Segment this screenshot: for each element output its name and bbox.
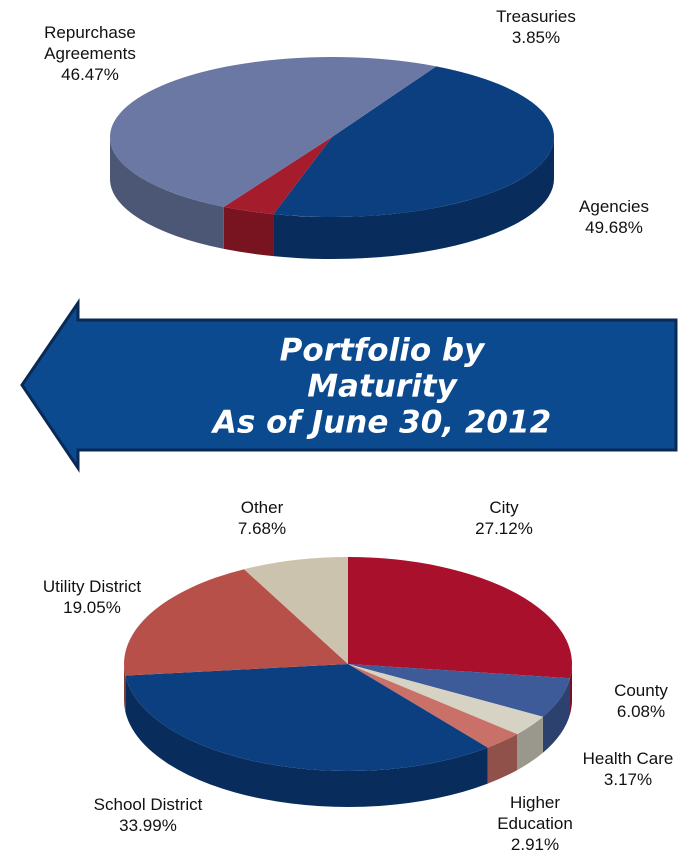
pie-tops: [110, 57, 554, 217]
slice-label: Treasuries 3.85%: [476, 6, 596, 48]
slice-name: Utility District: [42, 577, 142, 596]
slice-label: Agencies 49.68%: [554, 196, 674, 238]
slice-side: [125, 675, 488, 808]
slice-label: Other 7.68%: [212, 497, 312, 539]
slice-value: 3.85%: [511, 28, 561, 47]
slice-name: Treasuries: [496, 7, 576, 26]
slice-value: 6.08%: [616, 702, 666, 721]
banner-line: Portfolio by: [280, 333, 486, 369]
slice-label: Repurchase Agreements 46.47%: [15, 22, 165, 85]
slice-label: Higher Education 2.91%: [480, 792, 590, 855]
banner-line: As of June 30, 2012: [210, 405, 551, 441]
slice-side: [124, 664, 126, 712]
slice: [273, 66, 554, 217]
slice: [348, 664, 518, 748]
slice-side: [542, 678, 571, 753]
slice-value: 27.12%: [475, 519, 533, 538]
slice-name: Higher Education: [497, 793, 573, 833]
slice-side: [110, 137, 224, 249]
slice-name: City: [489, 498, 519, 517]
slice-side: [223, 206, 274, 257]
slice-name: Other: [240, 498, 284, 517]
slice-value: 33.99%: [119, 816, 177, 835]
slice-name: County: [614, 681, 668, 700]
slice: [110, 57, 437, 207]
slice-name: School District: [93, 795, 203, 814]
pie-sides: [124, 664, 572, 808]
pie-sides: [110, 137, 554, 260]
slice-label: City 27.12%: [444, 497, 564, 539]
slice-value: 46.47%: [61, 65, 119, 84]
slice-value: 19.05%: [63, 598, 121, 617]
slice-label: Health Care 3.17%: [568, 748, 688, 790]
slice-value: 49.68%: [585, 218, 643, 237]
slice-side: [517, 716, 543, 771]
banner-line: Maturity: [307, 369, 458, 405]
slice-label: County 6.08%: [591, 680, 691, 722]
slice-side: [570, 664, 572, 715]
slice-value: 2.91%: [510, 835, 560, 854]
slice-value: 7.68%: [237, 519, 287, 538]
slice-name: Health Care: [582, 749, 674, 768]
slice: [124, 569, 348, 676]
pie-tops: [124, 557, 572, 771]
slice-label: Utility District 19.05%: [2, 576, 182, 618]
slice-name: Repurchase Agreements: [44, 23, 136, 63]
slice: [125, 664, 488, 771]
slice-name: Agencies: [579, 197, 649, 216]
banner-arrow: [20, 298, 678, 473]
slice-side: [273, 137, 554, 260]
slice: [348, 664, 571, 717]
slice-label: School District 33.99%: [58, 794, 238, 836]
slice: [348, 557, 572, 679]
slice: [348, 664, 543, 735]
slice-side: [487, 734, 518, 784]
slice: [244, 557, 348, 664]
slice: [223, 137, 332, 215]
pie: [124, 557, 572, 808]
pie: [110, 57, 554, 260]
slice-value: 3.17%: [603, 770, 653, 789]
